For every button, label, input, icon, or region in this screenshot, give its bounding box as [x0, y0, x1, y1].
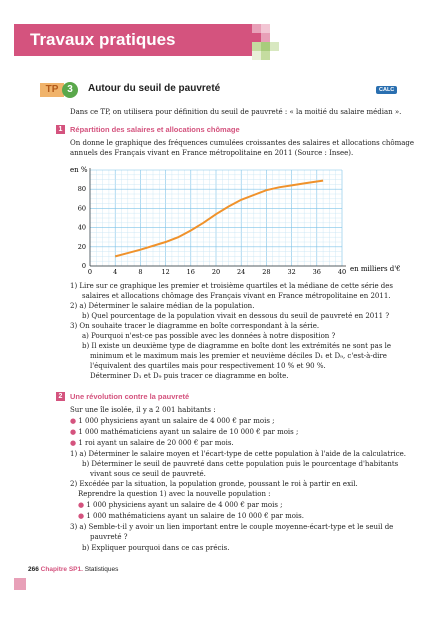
- page-title: Travaux pratiques: [30, 30, 176, 49]
- y-tick-label: 0: [82, 262, 86, 270]
- x-tick-label: 12: [161, 268, 169, 276]
- s2-q2: 2) Excédée par la situation, la populati…: [70, 480, 358, 488]
- s1-q1-line1: 1) Lire sur ce graphique les premier et …: [70, 282, 394, 290]
- section2-number: 2: [56, 392, 65, 401]
- s2-q1b-line1: b) Déterminer le seuil de pauvreté dans …: [82, 460, 399, 468]
- section2-title: Une révolution contre la pauvreté: [70, 392, 190, 401]
- x-tick-label: 40: [338, 268, 346, 276]
- s1-q2a: 2) a) Déterminer le salaire médian de la…: [70, 302, 255, 310]
- s2-bullet2: ● 1 000 mathématiciens ayant un salaire …: [70, 428, 299, 436]
- s1-q3: 3) On souhaite tracer le diagramme en bo…: [70, 322, 320, 330]
- cumulative-frequency-chart: 0 4 8 12 16 20 24 28 32 36 40 20 40 60 80 0 en % en mil…: [70, 166, 401, 276]
- section1-title: Répartition des salaires et allocations …: [70, 125, 240, 134]
- s2-bullet3: ● 1 roi ayant un salaire de 20 000 € par…: [70, 439, 234, 447]
- y-tick-label: 60: [78, 204, 86, 212]
- s2-q2b: Reprendre la question 1) avec la nouvell…: [78, 490, 271, 498]
- y-tick-label: 80: [78, 185, 86, 193]
- header-banner: [14, 24, 270, 56]
- x-tick-label: 4: [113, 268, 117, 276]
- section1-line1: On donne le graphique des fréquences cum…: [70, 139, 415, 147]
- x-tick-label: 0: [88, 268, 92, 276]
- s2-q1a: 1) a) Déterminer le salaire moyen et l'é…: [70, 450, 407, 458]
- x-tick-label: 28: [262, 268, 270, 276]
- y-axis-label: en %: [70, 166, 88, 174]
- x-tick-label: 16: [187, 268, 195, 276]
- s2-q3a-line2: pauvreté ?: [90, 533, 128, 541]
- s2-q1b-line2: vivant sous ce seuil de pauvreté.: [90, 470, 206, 478]
- x-tick-label: 24: [237, 268, 245, 276]
- s1-q1-line2: salaires et allocations chômage des Fran…: [82, 292, 391, 300]
- footer-square: [14, 578, 26, 590]
- section1-line2: annuels des Français vivant en France mé…: [70, 149, 354, 157]
- s2-bullet5: ● 1 000 mathématiciens ayant un salaire …: [78, 512, 304, 520]
- x-tick-label: 32: [287, 268, 295, 276]
- tp-badge: TP 3: [40, 82, 80, 98]
- x-tick-label: 36: [313, 268, 321, 276]
- s1-q2b: b) Quel pourcentage de la population viv…: [82, 312, 390, 320]
- calc-badge: CALC: [376, 86, 398, 94]
- s2-q3a-line1: 3) a) Semble-t-il y avoir un lien import…: [70, 523, 394, 531]
- s1-q3a: a) Pourquoi n'est-ce pas possible avec l…: [82, 332, 336, 340]
- s1-q3b-line2: minimum et le maximum mais les premier e…: [90, 352, 387, 360]
- footer: 266 Chapitre SP1. Statistiques: [28, 566, 118, 573]
- y-tick-label: 40: [78, 224, 86, 232]
- s1-q3b-line1: b) Il existe un deuxième type de diagram…: [82, 342, 392, 350]
- intro-text: Dans ce TP, on utilisera pour définition…: [70, 108, 402, 116]
- s2-bullet1: ● 1 000 physiciens ayant un salaire de 4…: [70, 417, 275, 425]
- s1-q3b-line4: Déterminer D₁ et D₉ puis tracer ce diagr…: [90, 372, 289, 380]
- s2-intro: Sur une île isolée, il y a 2 001 habitan…: [70, 406, 216, 414]
- chapter-topic: Statistiques: [84, 566, 119, 573]
- x-tick-label: 20: [212, 268, 220, 276]
- s2-bullet4: ● 1 000 physiciens ayant un salaire de 4…: [78, 501, 283, 509]
- s2-q3b: b) Expliquer pourquoi dans ce cas précis…: [82, 544, 230, 552]
- y-tick-label: 20: [78, 243, 86, 251]
- x-axis-label: en milliers d'€: [350, 265, 401, 273]
- tp-number: 3: [62, 82, 78, 98]
- series-line: [114, 179, 324, 258]
- tp-label: TP: [40, 83, 64, 97]
- tp-title: Autour du seuil de pauvreté: [88, 83, 221, 94]
- page-number: 266: [28, 566, 39, 573]
- section1-number: 1: [56, 125, 65, 134]
- chapter-label: Chapitre SP1.: [40, 566, 83, 573]
- s1-q3b-line3: l'équivalent des quartiles mais pour res…: [90, 362, 326, 370]
- x-tick-label: 8: [138, 268, 142, 276]
